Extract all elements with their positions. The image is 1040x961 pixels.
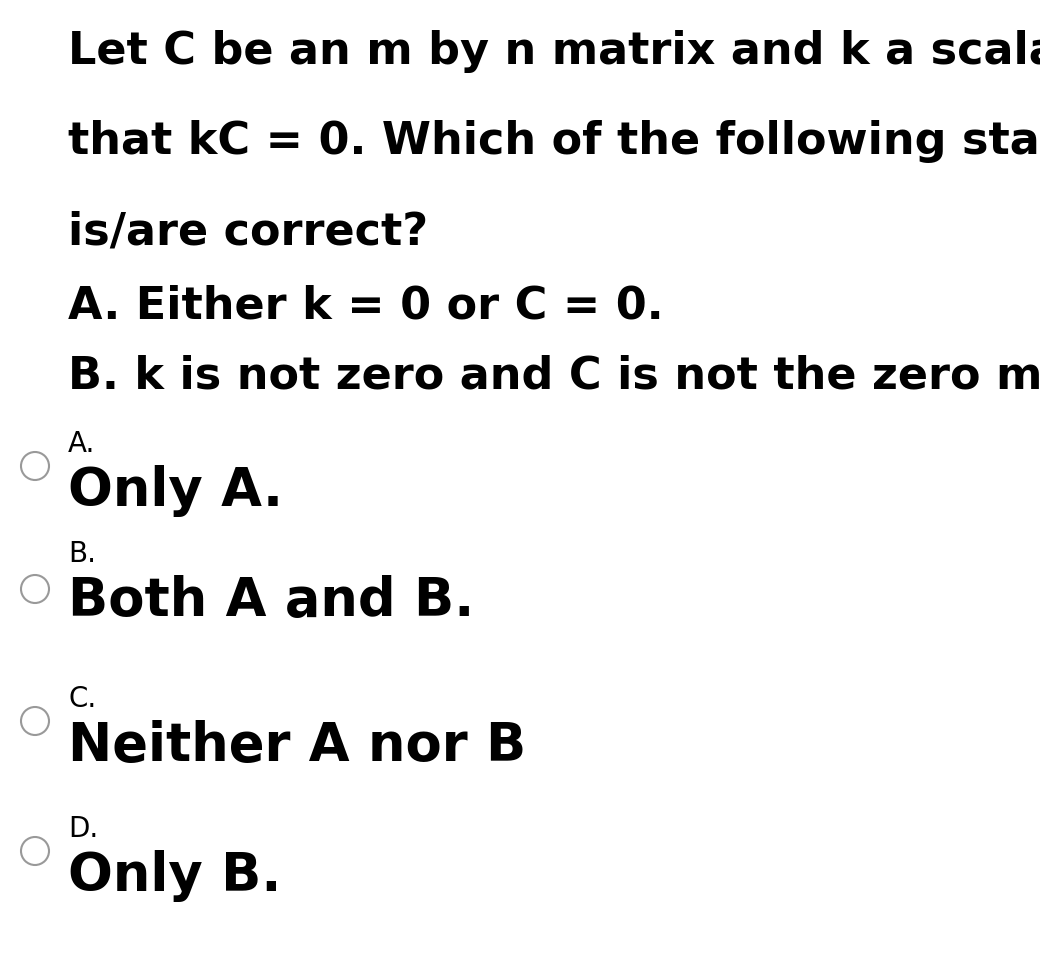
- Circle shape: [21, 837, 49, 865]
- Text: that kC = 0. Which of the following statements: that kC = 0. Which of the following stat…: [68, 120, 1040, 162]
- Circle shape: [21, 453, 49, 480]
- Text: D.: D.: [68, 814, 98, 842]
- Text: Let C be an m by n matrix and k a scalar such: Let C be an m by n matrix and k a scalar…: [68, 30, 1040, 73]
- Text: Only A.: Only A.: [68, 464, 283, 516]
- Circle shape: [21, 707, 49, 735]
- Text: Neither A nor B: Neither A nor B: [68, 719, 526, 771]
- Text: is/are correct?: is/are correct?: [68, 209, 428, 253]
- Text: C.: C.: [68, 684, 97, 712]
- Text: A.: A.: [68, 430, 96, 457]
- Text: A. Either k = 0 or C = 0.: A. Either k = 0 or C = 0.: [68, 284, 664, 328]
- Text: Only B.: Only B.: [68, 850, 282, 901]
- Text: B. k is not zero and C is not the zero matrix.: B. k is not zero and C is not the zero m…: [68, 355, 1040, 398]
- Circle shape: [21, 576, 49, 604]
- Text: B.: B.: [68, 539, 96, 567]
- Text: Both A and B.: Both A and B.: [68, 575, 474, 627]
